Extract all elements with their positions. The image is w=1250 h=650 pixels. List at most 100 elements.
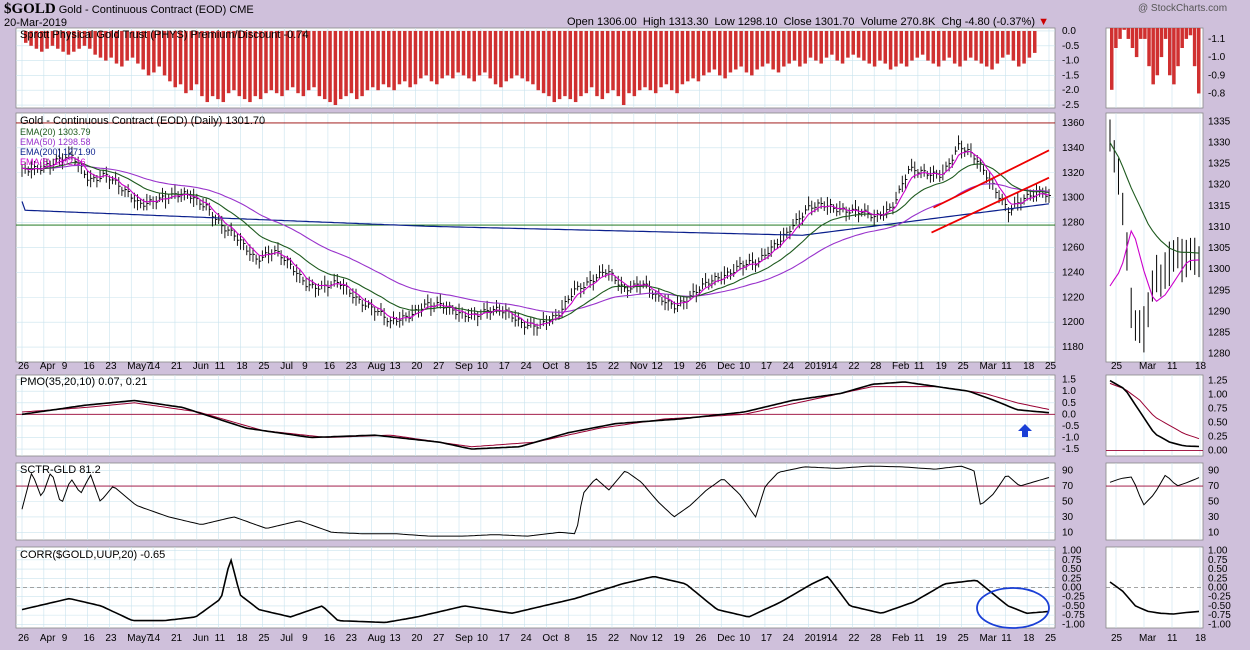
zoom-y-tick-label: 0.50 [1208, 564, 1228, 575]
premium-bar [483, 30, 487, 73]
x-tick-label: 15 [586, 361, 598, 372]
y-tick-label: 30 [1062, 512, 1074, 523]
y-tick-label: 1.00 [1062, 546, 1082, 557]
premium-bar [659, 30, 663, 88]
premium-bar [798, 30, 802, 67]
x-tick-label: 11 [215, 633, 226, 644]
x-tick-label: 21 [171, 633, 183, 644]
zoom-premium-bar [1159, 28, 1164, 58]
premium-bar [734, 30, 738, 70]
x-tick-label: Aug [368, 361, 386, 372]
y-tick-label: 0.25 [1062, 573, 1082, 584]
premium-bar [45, 30, 49, 49]
x-tick-label: 26 [695, 361, 707, 372]
premium-bar [824, 30, 829, 58]
x-tick-label: 27 [433, 361, 445, 372]
zoom-premium-bar [1172, 28, 1176, 85]
x-tick-label: Jul [280, 633, 293, 644]
premium-bar [856, 30, 861, 58]
premium-bar [680, 30, 685, 85]
premium-bar [381, 30, 386, 85]
zoom-premium-bar [1126, 28, 1131, 39]
premium-bar [477, 30, 482, 76]
zoom-y-tick-label: 0.75 [1208, 404, 1228, 415]
legend-entry: EMA(5) 1302.16 [20, 157, 86, 167]
premium-bar [776, 30, 781, 73]
x-tick-label: 18 [237, 633, 249, 644]
zoom-premium-bar [1147, 28, 1151, 67]
premium-bar [648, 30, 653, 91]
premium-bar [675, 30, 679, 94]
x-tick-label: 11 [914, 361, 925, 372]
y-tick-label: 70 [1062, 481, 1074, 492]
zoom-y-tick-label: -1.1 [1208, 34, 1226, 45]
x-tick-label: 23 [346, 361, 358, 372]
zoom-y-tick-label: 90 [1208, 466, 1220, 477]
premium-bar [739, 30, 743, 67]
y-tick-label: 1340 [1062, 143, 1085, 154]
x-tick-label: 17 [761, 633, 773, 644]
panel-title: PMO(35,20,10) 0.07, 0.21 [20, 376, 147, 388]
premium-bar [488, 30, 492, 79]
x-tick-label: May7 [127, 361, 152, 372]
premium-bar [851, 30, 855, 55]
open-label: Open [567, 16, 594, 28]
premium-bar [141, 30, 145, 70]
premium-bar [573, 30, 578, 103]
x-tick-label: 9 [62, 361, 68, 372]
premium-bar [531, 30, 535, 85]
y-tick-label: 0.75 [1062, 555, 1082, 566]
zoom-y-tick-label: 1330 [1208, 138, 1231, 149]
zoom-x-tick-label: 25 [1111, 361, 1123, 372]
zoom-y-tick-label: 1290 [1208, 306, 1231, 317]
zoom-x-tick-label: 18 [1195, 361, 1207, 372]
x-tick-label: Dec [717, 633, 735, 644]
premium-bar [264, 30, 268, 94]
premium-bar [963, 30, 968, 61]
panel-title: SCTR-GLD 81.2 [20, 464, 101, 476]
y-tick-label: 1260 [1062, 242, 1085, 253]
x-tick-label: 9 [302, 361, 308, 372]
premium-bar [333, 30, 338, 106]
premium-bar [120, 30, 124, 67]
x-tick-label: Mar [979, 633, 997, 644]
x-tick-label: 14 [149, 633, 161, 644]
premium-bar [712, 30, 717, 70]
zoom-y-tick-label: 1300 [1208, 264, 1231, 275]
y-tick-label: 0.0 [1062, 26, 1076, 37]
zoom-y-tick-label: 1325 [1208, 159, 1231, 170]
zoom-pmo-line [1109, 379, 1200, 448]
panel-0 [15, 27, 1056, 109]
premium-bar [317, 30, 322, 97]
y-tick-label: -1.5 [1062, 70, 1080, 81]
premium-bar [883, 30, 888, 64]
zoom-premium-bar [1151, 28, 1155, 85]
premium-bar [189, 30, 193, 91]
premium-bar [472, 30, 476, 82]
premium-bar [899, 30, 904, 64]
zoom-y-tick-label: -1.0 [1208, 52, 1226, 63]
x-tick-label: 27 [433, 633, 445, 644]
premium-bar [210, 30, 215, 97]
x-tick-label: Jul [280, 361, 293, 372]
premium-bar [354, 30, 359, 100]
premium-bar [995, 30, 1000, 64]
zoom-y-tick-label: 1335 [1208, 116, 1231, 127]
premium-bar [237, 30, 242, 97]
x-tick-label: 23 [105, 361, 117, 372]
open-value: 1306.00 [596, 16, 637, 28]
x-tick-label: 22 [848, 633, 860, 644]
premium-bar [547, 30, 551, 97]
y-tick-label: -2.0 [1062, 85, 1080, 96]
premium-bar [397, 30, 402, 85]
y-tick-label: 1280 [1062, 218, 1085, 229]
x-tick-label: 25 [1045, 361, 1057, 372]
premium-bar [766, 30, 770, 64]
zoom-premium-bar [1184, 28, 1189, 39]
premium-bar [627, 30, 631, 94]
x-tick-label: 11 [215, 361, 226, 372]
premium-bar [29, 30, 33, 46]
zoom-y-tick-label: 1320 [1208, 180, 1231, 191]
symbol: $GOLD [4, 1, 56, 17]
premium-bar [926, 30, 930, 61]
